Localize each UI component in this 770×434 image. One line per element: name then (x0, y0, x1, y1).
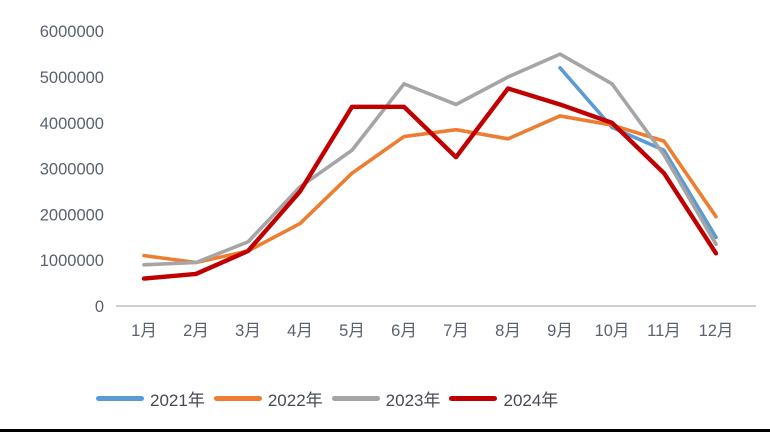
y-axis-tick-label: 6000000 (40, 23, 104, 41)
x-axis-tick-label: 6月 (391, 322, 417, 340)
legend-swatch-icon (449, 396, 498, 401)
series-line-2023年 (142, 52, 718, 267)
x-axis-tick-label: 5月 (339, 322, 365, 340)
legend-label: 2021年 (150, 391, 205, 410)
x-axis-tick-label: 7月 (443, 322, 469, 340)
x-axis-tick-label: 3月 (235, 322, 261, 340)
x-axis-tick-label: 4月 (287, 322, 313, 340)
x-axis-tick-label: 12月 (699, 322, 734, 340)
y-axis-tick-label: 4000000 (40, 115, 104, 133)
legend-item-2024年: 2024年 (449, 386, 558, 411)
series-line-2024年 (141, 86, 719, 281)
bottom-divider (0, 429, 770, 432)
x-axis-tick-label: 9月 (547, 322, 573, 340)
legend-label: 2022年 (267, 391, 323, 410)
legend-swatch-icon (213, 396, 262, 401)
x-axis-tick-label: 8月 (495, 322, 521, 340)
y-axis-tick-label: 2000000 (40, 206, 104, 224)
legend-label: 2024年 (503, 391, 559, 410)
chart-legend: 2021年 2022年 2023年 2024年 (96, 386, 558, 411)
x-axis-tick-label: 2月 (183, 322, 209, 340)
legend-swatch-icon (96, 396, 144, 401)
legend-swatch-icon (331, 396, 380, 401)
y-axis-tick-label: 3000000 (40, 161, 104, 179)
y-axis-tick-label: 0 (95, 298, 104, 316)
legend-label: 2023年 (385, 391, 441, 410)
y-axis-tick-label: 1000000 (40, 252, 104, 270)
legend-item-2021年: 2021年 (96, 386, 205, 411)
x-axis-tick-label: 1月 (131, 322, 157, 340)
x-axis-tick-label: 10月 (595, 322, 630, 340)
series-line-2021年 (558, 66, 718, 240)
y-axis-tick-label: 5000000 (40, 69, 104, 87)
legend-item-2022年: 2022年 (213, 386, 323, 411)
x-axis-tick-label: 11月 (647, 322, 681, 340)
line-chart: 6000000 5000000 4000000 3000000 2000000 10000… (40, 23, 756, 340)
legend-item-2023年: 2023年 (331, 386, 441, 411)
